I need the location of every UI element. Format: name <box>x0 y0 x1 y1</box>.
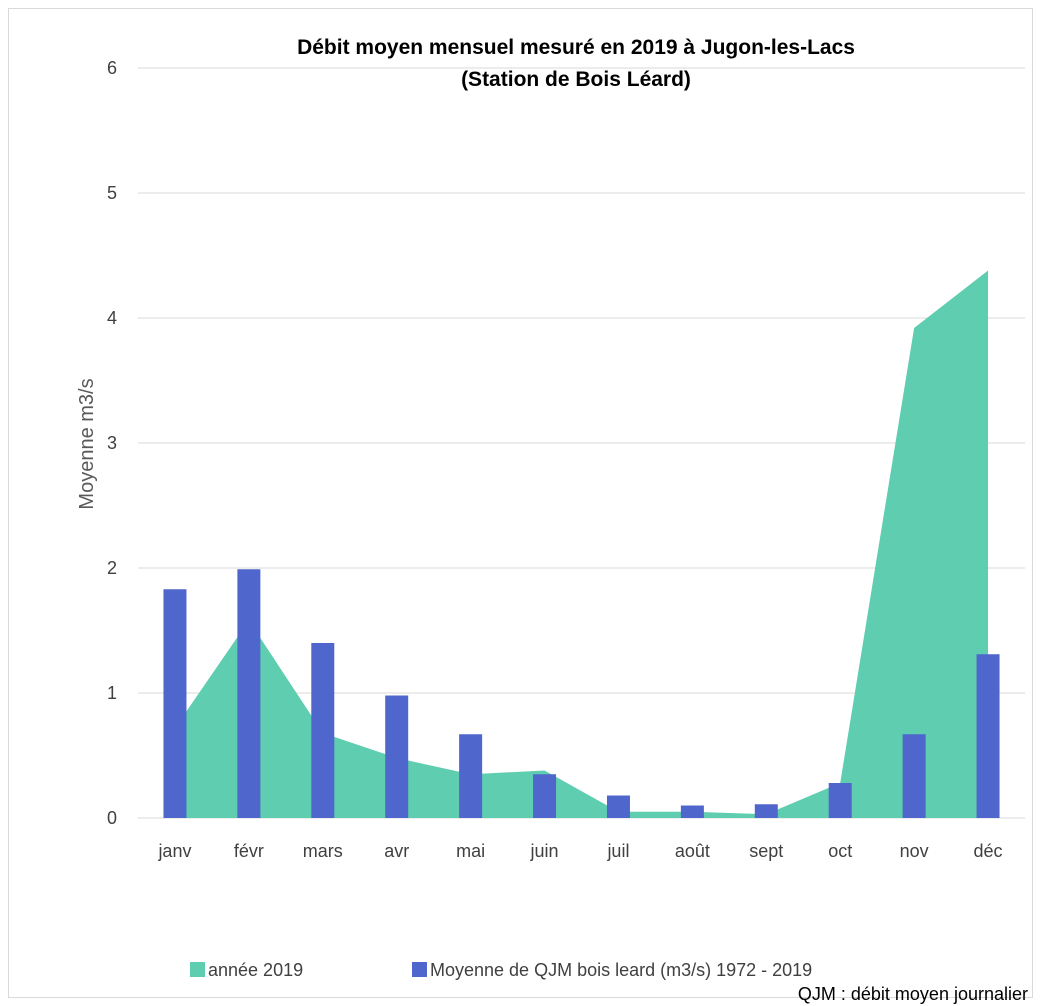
bar-oct <box>828 783 852 818</box>
chart-title-line1: Débit moyen mensuel mesuré en 2019 à Jug… <box>297 36 855 59</box>
chart-frame <box>8 8 1033 998</box>
bar-avr <box>385 695 409 818</box>
x-tick-label-août: août <box>675 841 710 861</box>
y-tick-label-1: 1 <box>107 683 117 703</box>
legend: année 2019 Moyenne de QJM bois leard (m3… <box>190 960 812 980</box>
x-tick-label-mars: mars <box>303 841 343 861</box>
x-tick-label-déc: déc <box>974 841 1003 861</box>
bar-août <box>680 805 704 818</box>
bar-janv <box>163 589 187 818</box>
x-axis-ticks: janv févr mars avr mai juin juil août sept oct nov… <box>157 841 1002 861</box>
bar-series <box>163 569 1000 818</box>
y-tick-label-6: 6 <box>107 58 117 78</box>
area-2019 <box>174 270 989 818</box>
chart-title-line2: (Station de Bois Léard) <box>461 68 691 91</box>
x-tick-label-sept: sept <box>749 841 783 861</box>
bar-juin <box>533 774 557 818</box>
x-tick-label-juin: juin <box>530 841 559 861</box>
legend-label-area: année 2019 <box>208 960 303 980</box>
bar-déc <box>976 654 1000 818</box>
bar-juil <box>606 795 630 818</box>
y-axis-title: Moyenne m3/s <box>76 378 98 509</box>
y-tick-label-0: 0 <box>107 808 117 828</box>
x-tick-label-févr: févr <box>234 841 264 861</box>
legend-label-bar: Moyenne de QJM bois leard (m3/s) 1972 - … <box>430 960 812 980</box>
bar-mai <box>459 734 483 818</box>
area-series <box>174 270 989 818</box>
y-tick-label-4: 4 <box>107 308 117 328</box>
bar-févr <box>237 569 261 818</box>
x-tick-label-avr: avr <box>384 841 409 861</box>
x-tick-label-nov: nov <box>900 841 929 861</box>
footnote: QJM : débit moyen journalier <box>798 984 1028 1004</box>
y-tick-label-2: 2 <box>107 558 117 578</box>
bar-mars <box>311 643 335 818</box>
y-axis-ticks: 0 1 2 3 4 5 6 <box>107 58 117 828</box>
x-tick-label-juil: juil <box>606 841 629 861</box>
x-tick-label-janv: janv <box>157 841 191 861</box>
x-tick-label-oct: oct <box>828 841 852 861</box>
legend-swatch-bar <box>412 962 427 977</box>
y-tick-label-5: 5 <box>107 183 117 203</box>
x-tick-label-mai: mai <box>456 841 485 861</box>
bar-nov <box>902 734 926 818</box>
bar-sept <box>754 804 778 818</box>
legend-swatch-area <box>190 962 205 977</box>
y-tick-label-3: 3 <box>107 433 117 453</box>
